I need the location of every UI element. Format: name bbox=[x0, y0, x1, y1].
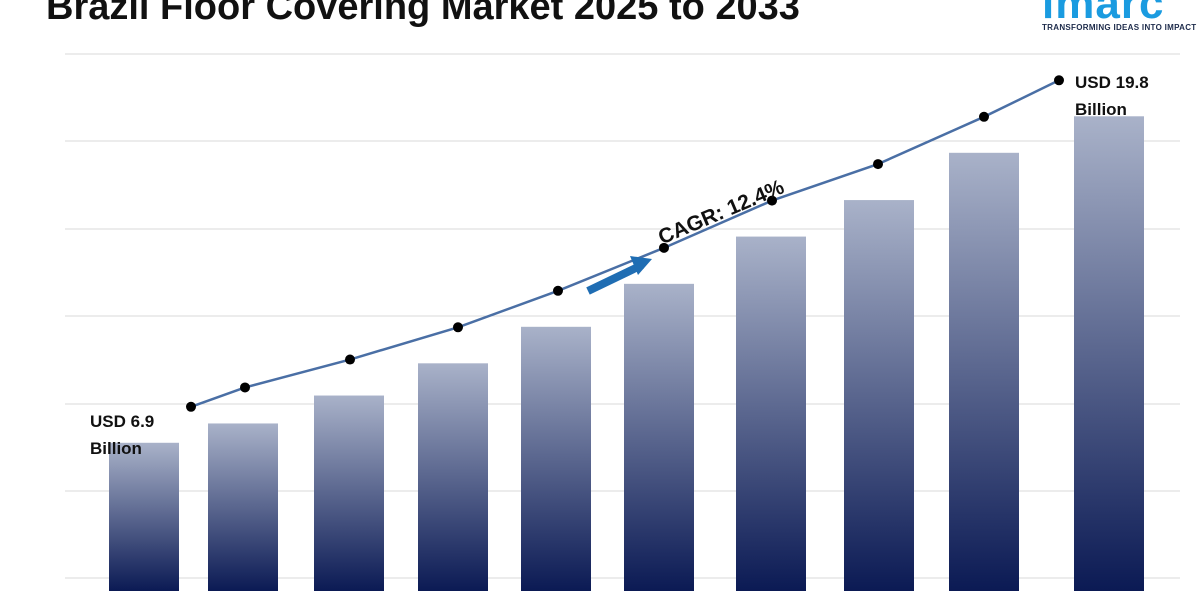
logo-tagline: TRANSFORMING IDEAS INTO IMPACT bbox=[1042, 23, 1197, 32]
trend-point-2 bbox=[240, 382, 250, 393]
start-value-label: USD 6.9 Billion bbox=[90, 408, 154, 462]
end-value-line1: USD 19.8 bbox=[1075, 73, 1149, 92]
trend-point-1 bbox=[186, 401, 196, 412]
trend-point-10 bbox=[1054, 75, 1064, 86]
trend-point-4 bbox=[453, 322, 463, 333]
bar-3 bbox=[314, 395, 384, 591]
logo-wordmark: imarc bbox=[1042, 0, 1165, 28]
start-value-line2: Billion bbox=[90, 439, 142, 458]
arrow-shaft bbox=[586, 261, 644, 295]
page-title: Brazil Floor Covering Market 2025 to 203… bbox=[46, 0, 800, 28]
trend-point-5 bbox=[553, 285, 563, 296]
trend-point-7 bbox=[767, 195, 777, 206]
start-value-line1: USD 6.9 bbox=[90, 412, 155, 431]
bar-6 bbox=[624, 283, 694, 591]
trend-line bbox=[186, 75, 1064, 412]
imarc-logo: imarc TRANSFORMING IDEAS INTO IMPACT bbox=[1040, 0, 1200, 38]
arrow-head bbox=[630, 256, 652, 275]
cagr-arrow bbox=[586, 256, 652, 295]
trend-point-6 bbox=[659, 242, 669, 253]
bar-2 bbox=[208, 423, 278, 591]
bar-5 bbox=[521, 326, 591, 591]
trend-point-8 bbox=[873, 159, 883, 170]
end-value-label: USD 19.8 Billion bbox=[1075, 69, 1149, 123]
bar-9 bbox=[949, 152, 1019, 592]
trend-polyline bbox=[190, 79, 1060, 408]
trend-point-3 bbox=[345, 354, 355, 365]
trend-point-9 bbox=[979, 111, 989, 122]
bars bbox=[109, 116, 1144, 592]
end-value-line2: Billion bbox=[1075, 100, 1127, 119]
bar-7 bbox=[736, 236, 806, 591]
bar-4 bbox=[418, 363, 488, 591]
bar-10 bbox=[1074, 116, 1144, 592]
bar-1 bbox=[109, 442, 179, 591]
bar-8 bbox=[844, 200, 914, 591]
